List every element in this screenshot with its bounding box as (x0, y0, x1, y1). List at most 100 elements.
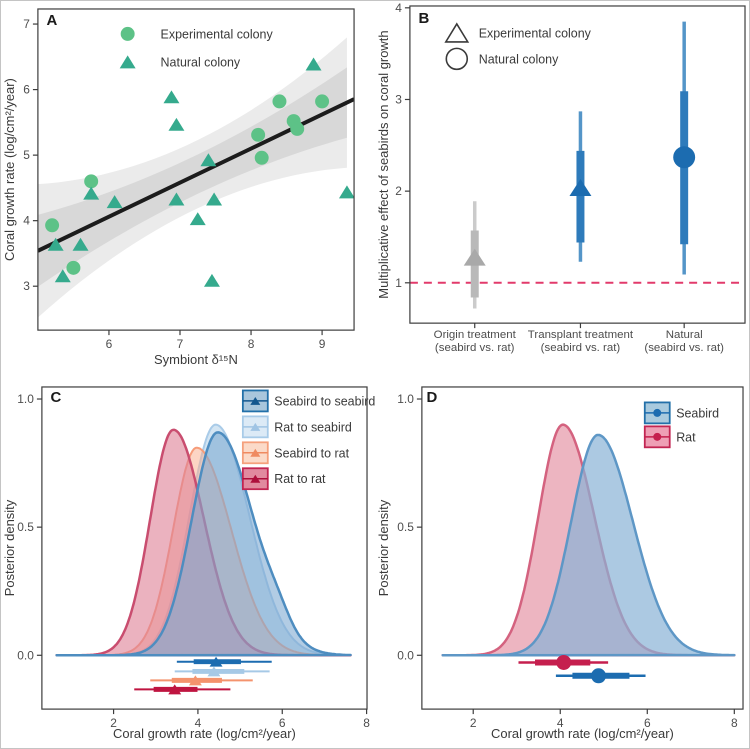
y-tick-label: 0.0 (17, 648, 34, 662)
density-curve-seabird (441, 433, 736, 657)
x-tick-label: 7 (177, 337, 184, 351)
y-tick-label: 3 (395, 92, 402, 106)
y-tick-label: 1 (395, 276, 402, 290)
x-axis-label: Coral growth rate (log/cm²/year) (113, 726, 296, 741)
data-point-natural-colony (203, 273, 220, 287)
panel-c-density-chart: 2 4 6 8 0.0 0.5 1.0 Coral growth rate (log/cm²/… (2, 386, 375, 741)
data-point-natural-colony (47, 237, 64, 251)
legend-item-seabird-to-rat-label: Seabird to rat (274, 446, 349, 460)
data-point-natural-colony (168, 192, 185, 206)
data-point-natural-colony (206, 192, 223, 206)
y-tick-label: 6 (23, 83, 30, 97)
data-point-natural-colony (163, 90, 180, 104)
data-point-experimental-colony (66, 260, 81, 275)
data-point-natural-colony (83, 186, 100, 200)
panel-border (421, 386, 744, 710)
x-axis-label: Symbiont δ¹⁵N (154, 352, 238, 367)
y-axis-label: Multiplicative effect of seabirds on cor… (376, 30, 391, 298)
panel-d-density-chart: 2 4 6 8 0.0 0.5 1.0 Coral growth rate (log/cm²/… (376, 386, 744, 741)
x-tick-label: 6 (644, 716, 651, 730)
interval-rat-median (556, 654, 572, 670)
x-tick-label: 4 (195, 716, 202, 730)
legend-item-seabird-marker (653, 408, 662, 417)
plot-area (441, 423, 736, 684)
category-label: Origin treatment (434, 329, 517, 341)
panel-b-effect-chart: Origin treatment(seabird vs. rat)Transpl… (376, 1, 746, 354)
interval-rat-to-seabird-median (207, 666, 221, 677)
interval-rat-to-rat-median (168, 684, 182, 695)
data-point-natural-colony (338, 185, 355, 199)
data-point-natural-colony (168, 117, 185, 131)
legend-item-experimental-colony-label: Experimental colony (479, 26, 592, 40)
legend-item-rat-to-seabird-label: Rat to seabird (274, 420, 352, 434)
legend-item-seabird-label: Seabird (676, 406, 719, 420)
legend-item-rat-to-seabird-marker (250, 422, 261, 431)
data-point-natural-colony (200, 153, 217, 167)
x-tick-label: 8 (731, 716, 738, 730)
x-tick-label: 2 (110, 716, 117, 730)
data-point-natural-colony (106, 195, 123, 209)
y-tick-label: 4 (23, 214, 30, 228)
data-point-experimental-colony (45, 218, 60, 233)
legend-item-experimental-colony-marker (120, 26, 135, 41)
y-tick-label: 5 (23, 148, 30, 162)
interval-seabird-median (591, 668, 607, 684)
panel-label-d: D (426, 389, 437, 406)
panel-label-c: C (50, 389, 61, 406)
y-tick-label: 3 (23, 279, 30, 293)
y-tick-label: 1.0 (17, 392, 34, 406)
legend-item-rat-label: Rat (676, 430, 696, 444)
legend-item-seabird-to-rat-marker (250, 448, 261, 457)
data-point-natural-colony (189, 212, 206, 226)
interval-seabird-to-seabird-median (209, 656, 223, 667)
legend-item-rat-to-rat-label: Rat to rat (274, 472, 326, 486)
y-tick-label: 0.5 (17, 520, 34, 534)
x-tick-label: 8 (363, 716, 370, 730)
legend-item-natural-colony-label: Natural colony (161, 55, 241, 69)
data-point-natural-colony (54, 269, 71, 283)
legend-item-natural-colony-label: Natural colony (479, 52, 559, 66)
x-axis-label: Coral growth rate (log/cm²/year) (491, 726, 674, 741)
legend-item-seabird-to-seabird-label: Seabird to seabird (274, 394, 375, 408)
legend-item-rat-to-rat-marker (250, 474, 261, 483)
data-point-experimental-colony (84, 174, 99, 189)
data-point-experimental-colony (290, 121, 305, 136)
category-label: (seabird vs. rat) (644, 342, 724, 354)
y-tick-label: 0.5 (397, 520, 414, 534)
interval-transplant-treatment-seabird-vs-rat-median (569, 179, 592, 196)
density-curve-seabird-to-seabird (55, 431, 352, 657)
legend-item-seabird-to-seabird-marker (250, 396, 261, 405)
data-point-experimental-colony (315, 94, 330, 109)
category-label: Natural (666, 329, 703, 341)
y-tick-label: 1.0 (397, 392, 414, 406)
plot-area (55, 423, 352, 695)
y-tick-label: 0.0 (397, 648, 414, 662)
regression-line (37, 97, 355, 253)
y-axis-label: Posterior density (376, 499, 391, 596)
legend-item-natural-colony-marker (119, 55, 136, 69)
data-point-natural-colony (305, 57, 322, 71)
plot-area (37, 37, 355, 318)
category-label: Transplant treatment (528, 329, 634, 341)
category-label: (seabird vs. rat) (541, 342, 621, 354)
interval-natural-seabird-vs-rat-median (673, 146, 696, 169)
x-tick-label: 2 (470, 716, 477, 730)
y-tick-label: 2 (395, 184, 402, 198)
legend-item-natural-colony-marker (445, 47, 469, 71)
data-point-experimental-colony (272, 94, 287, 109)
panel-label-a: A (46, 12, 57, 29)
y-axis-label: Posterior density (2, 499, 17, 596)
data-point-experimental-colony (251, 127, 266, 142)
x-tick-label: 6 (106, 337, 113, 351)
data-point-experimental-colony (254, 150, 269, 165)
legend-item-experimental-colony-label: Experimental colony (161, 27, 274, 41)
y-tick-label: 7 (23, 17, 30, 31)
y-tick-label: 4 (395, 1, 402, 15)
x-tick-label: 8 (248, 337, 255, 351)
panel-label-b: B (418, 10, 429, 27)
interval-origin-treatment-seabird-vs-rat-median (463, 248, 486, 266)
panel-border (41, 386, 368, 710)
x-tick-label: 6 (279, 716, 286, 730)
panel-border (409, 5, 746, 324)
